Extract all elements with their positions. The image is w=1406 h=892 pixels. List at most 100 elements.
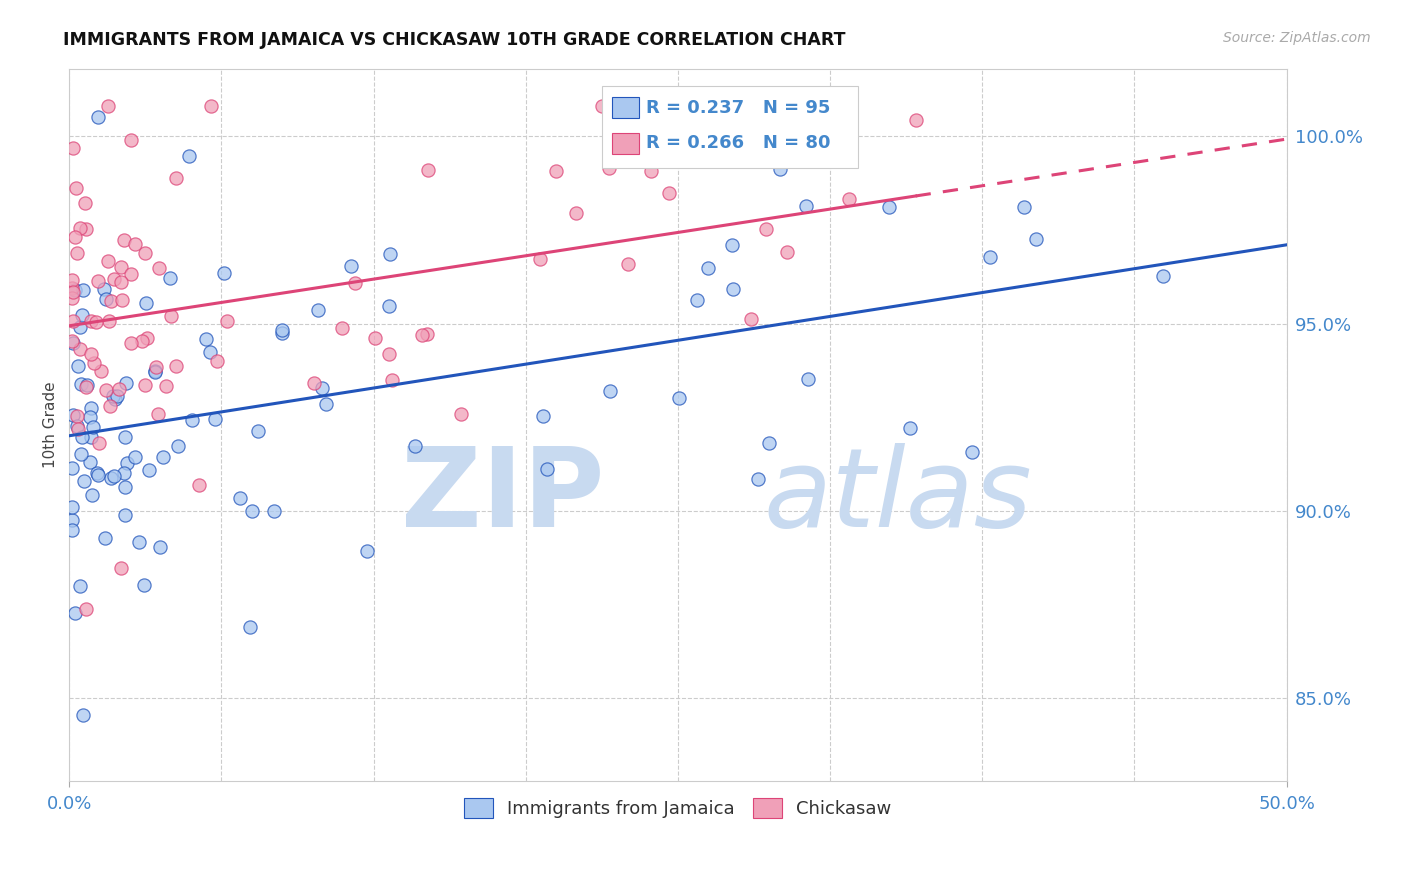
Point: [136, 331, 159, 345]
Point: [80, 401, 103, 416]
Point: [204, 412, 226, 426]
Point: [900, 420, 922, 434]
Point: [62, 141, 84, 155]
Point: [69, 578, 91, 592]
Point: [165, 359, 187, 374]
Point: [721, 237, 744, 252]
Point: [146, 407, 169, 421]
Point: [103, 271, 125, 285]
Point: [364, 330, 387, 344]
FancyBboxPatch shape: [602, 87, 858, 169]
Legend: Immigrants from Jamaica, Chickasaw: Immigrants from Jamaica, Chickasaw: [457, 791, 898, 825]
Point: [416, 327, 439, 342]
Point: [263, 504, 285, 518]
Point: [404, 439, 426, 453]
Point: [378, 347, 401, 361]
Point: [143, 364, 166, 378]
Text: R = 0.266   N = 80: R = 0.266 N = 80: [647, 135, 831, 153]
Point: [103, 469, 125, 483]
Point: [111, 293, 134, 307]
Point: [75, 222, 97, 236]
Point: [87, 436, 110, 450]
Point: [152, 450, 174, 464]
Point: [356, 544, 378, 558]
Point: [79, 455, 101, 469]
Point: [598, 161, 620, 175]
Point: [380, 247, 402, 261]
Point: [60, 523, 83, 537]
Point: [93, 531, 115, 545]
Point: [115, 376, 138, 391]
Point: [112, 233, 135, 247]
Point: [98, 399, 121, 413]
Point: [69, 220, 91, 235]
Point: [160, 310, 183, 324]
Point: [658, 186, 681, 200]
Point: [565, 206, 588, 220]
Point: [120, 267, 142, 281]
Point: [200, 345, 222, 359]
Point: [110, 560, 132, 574]
Point: [70, 308, 93, 322]
Point: [962, 444, 984, 458]
Point: [838, 192, 860, 206]
Point: [114, 508, 136, 522]
Point: [315, 397, 337, 411]
Point: [60, 291, 83, 305]
Y-axis label: 10th Grade: 10th Grade: [44, 382, 58, 468]
Point: [149, 540, 172, 554]
Point: [105, 389, 128, 403]
Point: [79, 409, 101, 424]
Point: [72, 708, 94, 723]
Point: [120, 133, 142, 147]
Point: [138, 462, 160, 476]
Point: [180, 413, 202, 427]
Point: [82, 419, 104, 434]
Point: [114, 430, 136, 444]
Point: [167, 439, 190, 453]
Point: [794, 199, 817, 213]
Point: [83, 356, 105, 370]
Point: [128, 534, 150, 549]
Point: [100, 294, 122, 309]
Point: [94, 383, 117, 397]
Point: [776, 245, 799, 260]
Point: [75, 380, 97, 394]
Point: [67, 359, 90, 373]
Point: [134, 246, 156, 260]
Point: [60, 280, 83, 294]
Point: [747, 472, 769, 486]
Point: [668, 392, 690, 406]
Point: [66, 419, 89, 434]
Point: [76, 378, 98, 392]
Text: atlas: atlas: [763, 442, 1032, 549]
Point: [62, 285, 84, 299]
Point: [879, 200, 901, 214]
Point: [145, 359, 167, 374]
Point: [979, 250, 1001, 264]
Point: [242, 504, 264, 518]
Point: [112, 466, 135, 480]
Point: [311, 381, 333, 395]
Point: [103, 392, 125, 406]
Point: [544, 164, 567, 178]
Point: [75, 195, 97, 210]
Point: [131, 334, 153, 349]
Point: [124, 237, 146, 252]
Point: [416, 163, 439, 178]
Point: [120, 336, 142, 351]
Point: [188, 478, 211, 492]
Text: IMMIGRANTS FROM JAMAICA VS CHICKASAW 10TH GRADE CORRELATION CHART: IMMIGRANTS FROM JAMAICA VS CHICKASAW 10T…: [63, 31, 846, 49]
Point: [69, 447, 91, 461]
Point: [65, 181, 87, 195]
Point: [797, 371, 820, 385]
Point: [617, 257, 640, 271]
Point: [536, 461, 558, 475]
Point: [72, 283, 94, 297]
Point: [80, 314, 103, 328]
Point: [63, 283, 86, 297]
Point: [758, 435, 780, 450]
Point: [65, 230, 87, 244]
Point: [640, 164, 662, 178]
Point: [205, 354, 228, 368]
